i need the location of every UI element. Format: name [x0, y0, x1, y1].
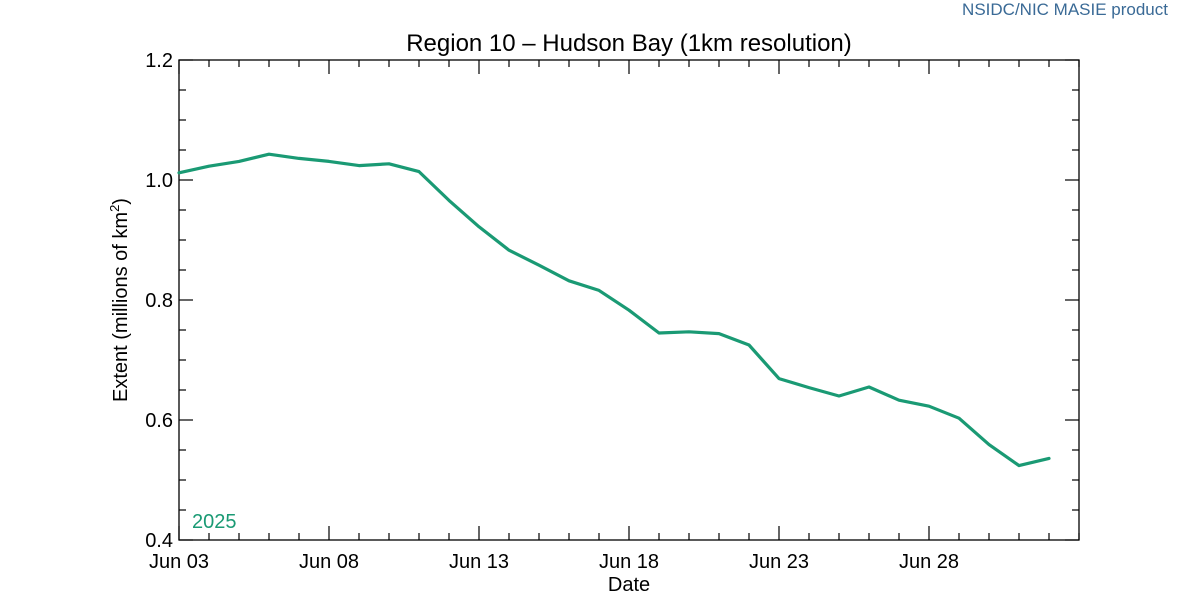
x-tick-label: Jun 13 [449, 551, 509, 573]
y-tick-label: 1.0 [145, 170, 173, 192]
y-axis: 0.4 0.6 0.8 1.0 1.2 [145, 50, 1079, 552]
y-tick-label: 0.6 [145, 410, 173, 432]
y-tick-label: 0.4 [145, 530, 173, 552]
x-axis: Jun 03 Jun 08 Jun 13 Jun 18 Jun 23 Jun 28 [149, 60, 1080, 573]
x-tick-label: Jun 08 [299, 551, 359, 573]
x-tick-label: Jun 23 [749, 551, 809, 573]
y-axis-label-superscript: 2 [107, 205, 122, 212]
y-axis-label-main: Extent (millions of km [110, 212, 132, 402]
credit-label: NSIDC/NIC MASIE product [962, 0, 1168, 19]
plot-frame [178, 59, 1080, 541]
y-tick-label: 0.8 [145, 290, 173, 312]
x-tick-label: Jun 18 [599, 551, 659, 573]
legend-label-2025: 2025 [192, 511, 237, 533]
x-tick-label: Jun 28 [899, 551, 959, 573]
x-tick-label: Jun 03 [149, 551, 209, 573]
y-axis-label-end: ) [110, 198, 132, 205]
y-axis-label: Extent (millions of km2) [107, 198, 132, 402]
y-tick-label: 1.2 [145, 50, 173, 72]
chart-title: Region 10 – Hudson Bay (1km resolution) [406, 30, 852, 57]
x-axis-label: Date [608, 574, 650, 596]
series-line-2025 [177, 152, 1051, 468]
